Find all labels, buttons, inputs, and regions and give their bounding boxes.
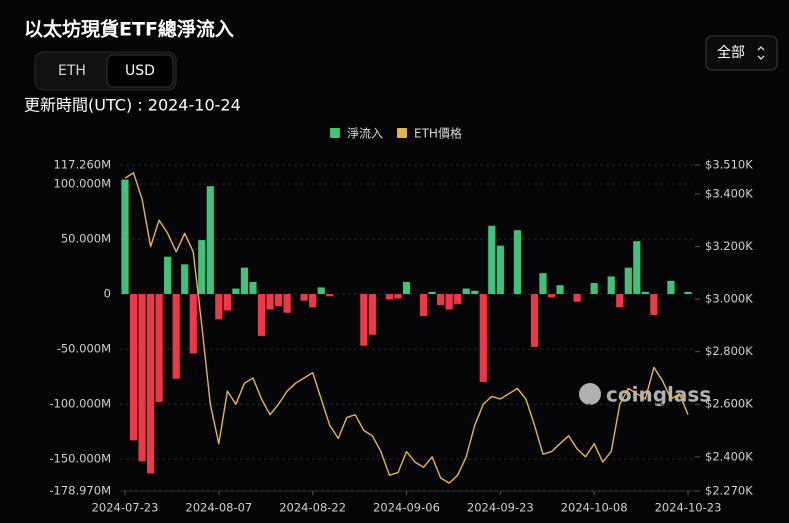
x-tick-label: 2024-08-22	[279, 501, 346, 515]
filter-dropdown[interactable]	[705, 35, 778, 71]
toggle-eth[interactable]	[39, 56, 105, 86]
bar	[146, 294, 155, 474]
bar	[479, 294, 487, 383]
x-tick-label: 2024-07-23	[92, 501, 159, 515]
watermark-text: coinglass	[606, 383, 711, 407]
page-title: 以太坊現貨ETF總淨流入	[24, 18, 234, 41]
bar	[155, 294, 163, 402]
bar	[283, 294, 291, 313]
y2-tick-label: $3.400K	[705, 186, 753, 200]
bar	[164, 256, 172, 295]
bar	[317, 287, 325, 295]
bar	[437, 294, 445, 306]
bar	[616, 294, 624, 308]
bar	[488, 225, 496, 295]
bar	[607, 276, 615, 295]
bar	[590, 283, 598, 295]
x-tick-label: 2024-10-08	[561, 501, 628, 515]
bar	[326, 294, 334, 297]
bar	[385, 294, 394, 300]
y2-tick-label: $2.600K	[705, 397, 753, 411]
bar	[419, 294, 428, 317]
bar	[266, 294, 274, 310]
bar	[240, 267, 249, 295]
legend-label: 淨流入	[347, 127, 383, 141]
y2-tick-label: $3.000K	[705, 292, 753, 306]
bar	[513, 230, 521, 295]
bar	[300, 294, 308, 301]
legend-label: ETH價格	[414, 126, 462, 141]
bar	[650, 294, 658, 315]
bar	[360, 294, 368, 346]
y-tick-label: 117.260M	[54, 158, 111, 172]
y-tick-label: -178.970M	[49, 484, 111, 498]
bar	[138, 294, 146, 462]
x-tick-label: 2024-09-23	[467, 501, 534, 515]
bar	[428, 291, 436, 295]
bar	[181, 264, 189, 295]
bar	[624, 267, 632, 295]
bar	[189, 294, 197, 354]
bar	[172, 294, 180, 379]
bar	[257, 294, 266, 336]
bar	[394, 294, 402, 299]
bar	[454, 294, 462, 304]
bar	[471, 290, 479, 295]
bar	[445, 294, 453, 310]
toggle-usd[interactable]	[106, 54, 174, 88]
legend-swatch	[330, 128, 340, 138]
bar	[530, 294, 539, 347]
updated-text: 更新時間(UTC) : 2024-10-24	[24, 96, 241, 115]
y-tick-label: 50.000M	[61, 232, 111, 246]
legend-swatch	[397, 128, 408, 138]
bar	[402, 281, 411, 295]
bar	[496, 245, 504, 295]
toggle-label: USD	[125, 63, 155, 79]
bar	[573, 294, 581, 302]
x-tick-label: 2024-08-07	[185, 501, 252, 515]
bar	[274, 294, 283, 307]
price-line	[124, 172, 689, 484]
bar	[368, 294, 376, 335]
y-tick-label: -150.000M	[49, 452, 111, 466]
bar	[556, 285, 564, 295]
y-tick-label: 0	[104, 287, 111, 301]
bar	[249, 281, 257, 295]
y2-tick-label: $2.400K	[705, 449, 753, 463]
watermark: coinglass	[579, 383, 711, 407]
bar	[206, 186, 214, 295]
y2-tick-label: $3.200K	[705, 239, 753, 253]
bar	[547, 294, 556, 298]
y-tick-label: 100.000M	[54, 176, 111, 190]
y-tick-label: -100.000M	[49, 397, 111, 411]
bar	[641, 291, 649, 295]
y2-tick-label: $3.510K	[705, 158, 753, 172]
toggle-label: ETH	[58, 63, 86, 79]
bar	[129, 294, 138, 441]
bar	[223, 294, 231, 311]
x-tick-label: 2024-09-06	[373, 501, 440, 515]
bar	[121, 179, 129, 295]
bar	[633, 241, 641, 295]
x-tick-label: 2024-10-23	[655, 501, 722, 515]
bar	[232, 288, 240, 295]
dropdown-label: 全部	[717, 44, 745, 61]
bar	[539, 273, 547, 295]
y2-tick-label: $2.800K	[705, 344, 753, 358]
bar	[684, 291, 692, 295]
bar	[198, 240, 206, 295]
bar	[309, 294, 317, 308]
dropdown-icon	[757, 46, 765, 60]
bar	[667, 280, 675, 295]
bar	[215, 294, 223, 320]
bar	[462, 288, 470, 295]
y2-tick-label: $2.270K	[705, 484, 753, 498]
y-tick-label: -50.000M	[57, 342, 111, 356]
